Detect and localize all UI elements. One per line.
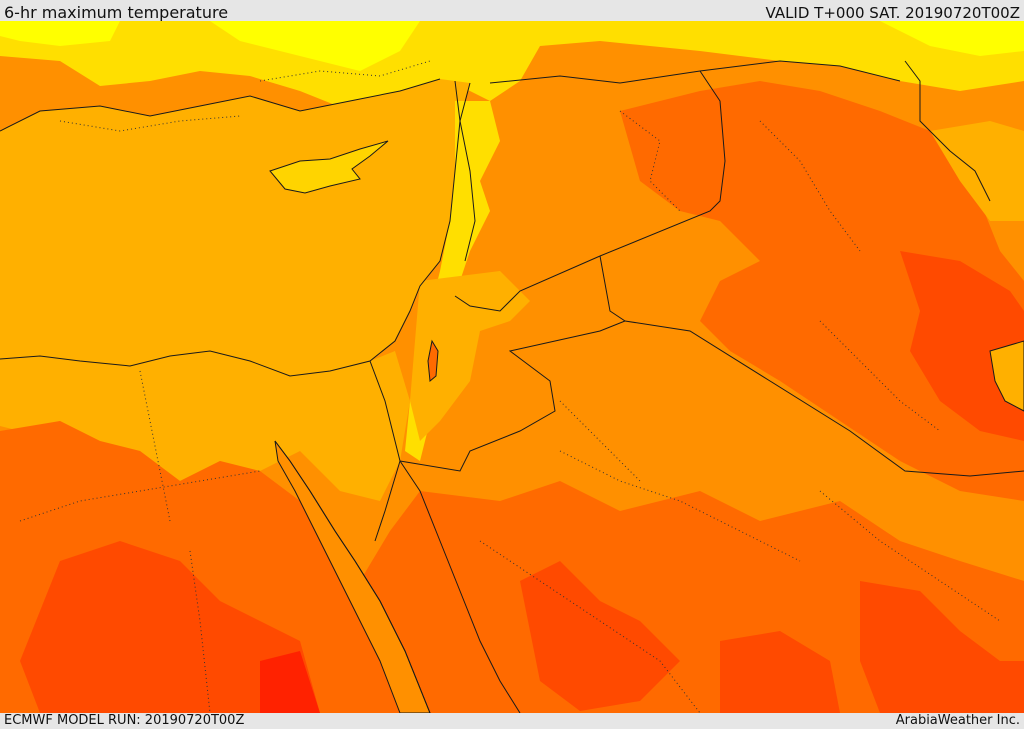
cyprus-island: [269, 140, 389, 194]
saudi-south-zone: [360, 481, 1024, 713]
header-bar: 6-hr maximum temperature VALID T+000 SAT…: [0, 0, 1024, 22]
coastlines: [0, 78, 521, 713]
temperature-map[interactable]: [0, 21, 1024, 713]
province-boundaries: [19, 60, 1001, 713]
model-run-label: ECMWF MODEL RUN: 20190720T00Z: [4, 713, 245, 728]
persian-gulf: [989, 340, 1024, 412]
map-canvas: [0, 21, 1024, 713]
iraq-hot-zone: [620, 81, 1024, 501]
credit-label: ArabiaWeather Inc.: [895, 713, 1020, 728]
map-title: 6-hr maximum temperature: [4, 3, 229, 22]
northern-yellow-patches: [210, 21, 420, 71]
egypt-north-zone: [0, 351, 410, 501]
valid-time-label: VALID T+000 SAT. 20190720T00Z: [765, 4, 1020, 22]
footer-bar: ECMWF MODEL RUN: 20190720T00Z ArabiaWeat…: [0, 713, 1024, 729]
